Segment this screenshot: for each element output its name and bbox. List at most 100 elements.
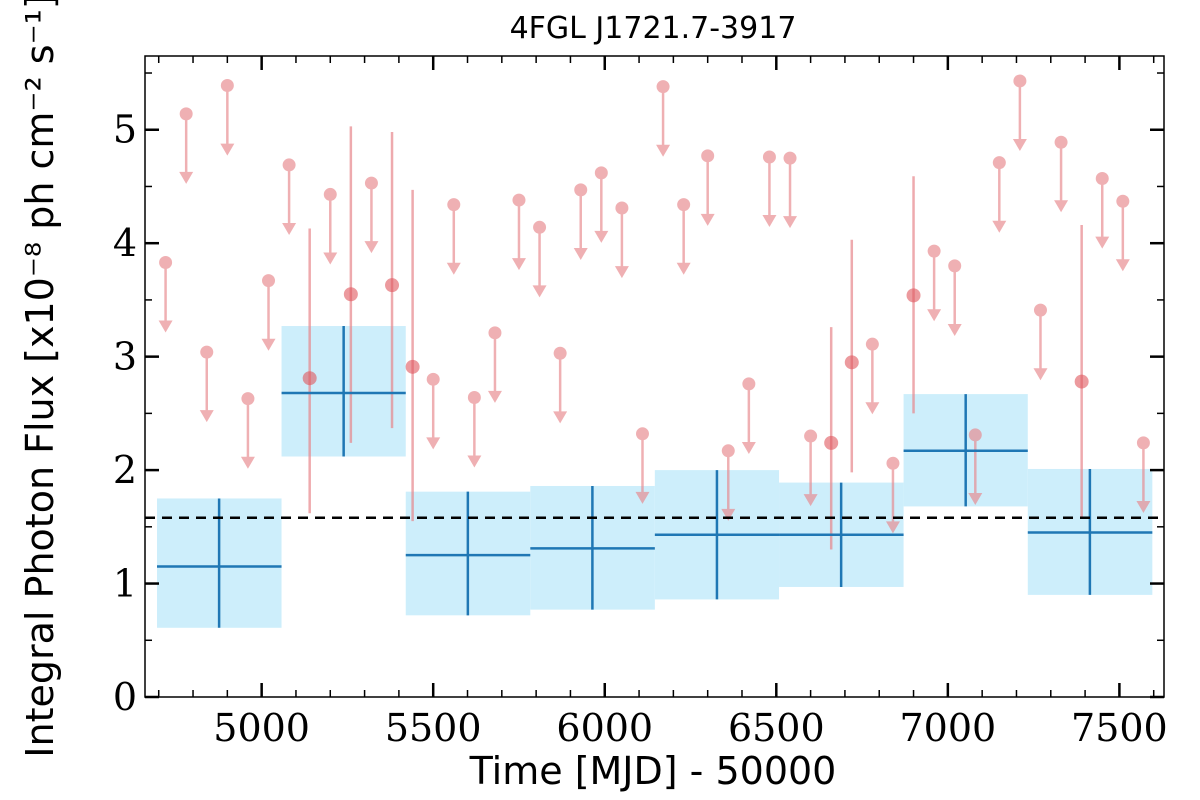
upper-limit-marker (179, 107, 193, 121)
upper-limit-31 (947, 259, 962, 336)
upper-limit-arrow-head (676, 262, 691, 275)
upper-limit-arrow-head (1115, 259, 1130, 272)
fine-detection-7 (1074, 225, 1089, 517)
upper-limit-arrow-head (532, 285, 547, 298)
upper-limit-32 (968, 428, 983, 505)
upper-limit-marker (512, 193, 526, 207)
upper-limit-34 (1012, 74, 1027, 152)
upper-limit-arrow-head (992, 220, 1007, 233)
upper-limit-3 (220, 78, 235, 156)
chart-title: 4FGL J1721.7-3917 (510, 11, 797, 46)
upper-limit-marker (1136, 436, 1150, 450)
fine-detection-marker (385, 278, 400, 293)
y-tick-label: 2 (113, 448, 137, 492)
upper-limit-marker (701, 149, 715, 163)
upper-limit-marker (574, 183, 588, 197)
upper-limit-23 (721, 444, 736, 521)
y-tick-label: 3 (113, 335, 137, 379)
upper-limit-marker (553, 346, 567, 360)
fine-detection-marker (1074, 374, 1089, 389)
upper-limit-marker (886, 456, 900, 470)
upper-limit-arrow-head (1136, 500, 1151, 513)
x-tick-label: 6000 (556, 706, 653, 750)
coarse-bin-point-5 (779, 482, 904, 587)
fine-detection-marker (343, 287, 358, 302)
fine-detection-marker (302, 371, 317, 386)
upper-limit-35 (1033, 303, 1048, 381)
fine-detection-4 (824, 327, 839, 550)
coarse-bin-point-4 (654, 470, 780, 600)
upper-limit-arrow-head (199, 410, 214, 423)
upper-limit-marker (968, 428, 982, 442)
upper-limit-arrow-head (927, 309, 942, 322)
upper-limit-11 (467, 390, 482, 468)
fine-bin-points (158, 74, 1151, 550)
upper-limit-marker (220, 78, 234, 92)
upper-limit-arrow-head (158, 320, 173, 333)
upper-limit-9 (426, 372, 441, 450)
x-tick-label: 7500 (1071, 706, 1168, 750)
upper-limit-4 (240, 392, 255, 469)
fine-detection-marker (906, 288, 921, 303)
upper-limit-marker (742, 377, 756, 391)
upper-limit-arrow-head (1054, 200, 1069, 213)
upper-limit-marker (488, 326, 502, 340)
upper-limit-26 (783, 151, 798, 229)
upper-limit-marker (200, 345, 214, 359)
upper-limit-arrow-head (179, 171, 194, 184)
upper-limit-marker (677, 198, 691, 212)
upper-limit-arrow-head (1095, 236, 1110, 249)
upper-limit-arrow-head (656, 144, 671, 157)
upper-limit-36 (1054, 135, 1069, 213)
upper-limit-15 (553, 346, 568, 424)
upper-limit-20 (656, 80, 671, 157)
upper-limit-8 (364, 176, 379, 254)
upper-limit-arrow-head (467, 455, 482, 468)
upper-limit-arrow-head (511, 258, 526, 271)
fine-detection-6 (906, 176, 921, 414)
upper-limit-marker (282, 158, 296, 172)
upper-limit-marker (1013, 74, 1027, 88)
upper-limit-21 (676, 198, 691, 275)
upper-limit-arrow-head (721, 508, 736, 521)
upper-limit-16 (573, 183, 588, 260)
y-tick-label: 0 (113, 675, 137, 719)
upper-limit-arrow-head (968, 492, 983, 505)
upper-limit-arrow-head (426, 437, 441, 450)
y-tick-label: 5 (113, 108, 137, 152)
upper-limit-marker (159, 255, 173, 269)
coarse-bin-point-3 (530, 485, 655, 610)
plot-frame (144, 55, 1165, 698)
upper-limit-marker (262, 274, 276, 288)
upper-limit-arrow-head (261, 338, 276, 351)
upper-limit-marker (426, 372, 440, 386)
fine-detection-0 (302, 228, 317, 514)
upper-limit-arrow-head (635, 491, 650, 504)
upper-limit-33 (992, 156, 1007, 233)
upper-limit-arrow-head (741, 441, 756, 454)
upper-limit-arrow-head (594, 230, 609, 243)
upper-limit-marker (323, 187, 337, 201)
upper-limit-28 (865, 337, 880, 415)
coarse-bin-point-0 (157, 498, 282, 628)
fine-detection-marker (844, 355, 859, 370)
coarse-bin-point-1 (281, 326, 406, 457)
upper-limit-arrow-head (282, 222, 297, 235)
coarse-bin-point-2 (405, 491, 531, 616)
upper-limit-arrow-head (573, 247, 588, 260)
upper-limit-marker (762, 150, 776, 164)
upper-limit-arrow-head (220, 143, 235, 156)
upper-limit-marker (656, 80, 670, 94)
upper-limit-arrow-head (947, 323, 962, 336)
upper-limit-marker (364, 176, 378, 190)
upper-limit-13 (511, 193, 526, 271)
upper-limit-12 (487, 326, 502, 403)
upper-limit-marker (467, 390, 481, 404)
upper-limit-7 (323, 187, 338, 265)
axis-ticks: 5000 5500 6000 6500 7000 7500 0 1 2 3 4 5 (113, 56, 1168, 750)
y-tick-label: 1 (113, 562, 137, 606)
upper-limit-30 (927, 244, 942, 322)
upper-limit-marker (1095, 172, 1109, 186)
upper-limit-marker (927, 244, 941, 258)
